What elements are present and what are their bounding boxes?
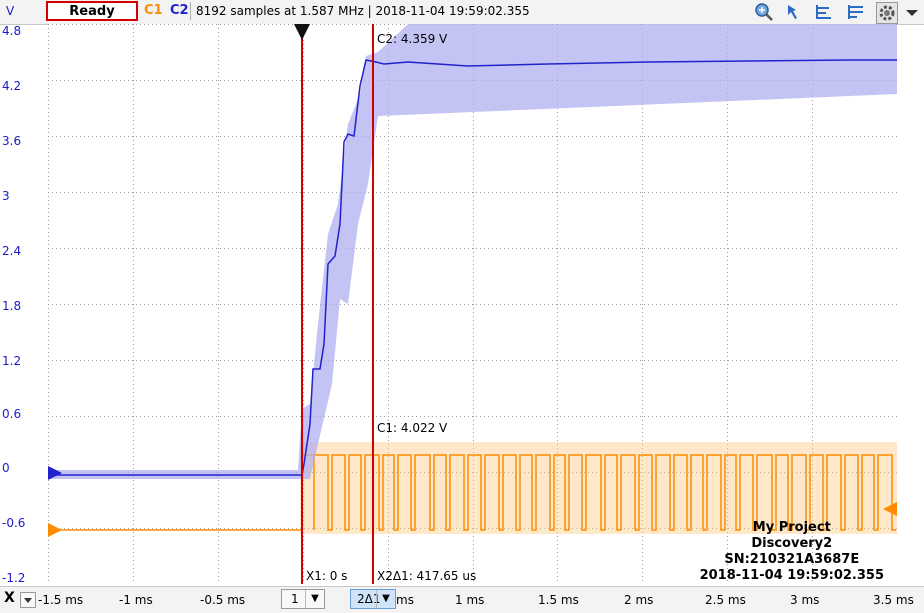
x-axis-bar: X -1.5 ms -1 ms -0.5 ms 1 ▼ 2Δ1 ▼ ms 1 m…	[0, 586, 924, 613]
y-tick-label: -1.2	[2, 571, 26, 585]
y-unit-label: V	[6, 4, 15, 18]
x2-reference-value: 2Δ1	[357, 592, 381, 606]
channel1-offset-marker-icon	[48, 523, 62, 537]
x2-reference-dropdown[interactable]: 2Δ1 ▼	[350, 589, 396, 609]
settings-icon[interactable]	[876, 2, 898, 24]
device-info: My Project Discovery2 SN:210321A3687E 20…	[700, 520, 884, 584]
chevron-down-icon: ▼	[376, 590, 395, 608]
x2-cursor-label: X2Δ1: 417.65 us	[377, 569, 477, 583]
project-name: My Project	[752, 520, 831, 535]
align-right-icon[interactable]	[846, 2, 866, 22]
x-tick-label: 3 ms	[790, 593, 820, 607]
y-tick-label: -0.6	[2, 516, 26, 530]
x-tick-label: 1 ms	[455, 593, 485, 607]
channel2-trace	[48, 59, 897, 476]
channel1-toggle[interactable]: C1	[144, 3, 163, 18]
x-tick-label: 2 ms	[624, 593, 654, 607]
x-axis-menu-button[interactable]	[20, 592, 36, 608]
toolbar-separator	[190, 2, 191, 20]
x-tick-label: -1 ms	[119, 593, 153, 607]
channel1-envelope	[300, 442, 897, 534]
align-left-icon[interactable]	[814, 2, 834, 22]
x-axis-label: X	[4, 590, 15, 606]
channel1-envelope-band	[300, 442, 897, 534]
y-tick-label: 2.4	[2, 244, 22, 258]
x1-cursor-label: X1: 0 s	[306, 569, 348, 583]
y-tick-label: 4.2	[2, 79, 22, 93]
cursor-icon[interactable]	[784, 2, 804, 22]
acquisition-info: 8192 samples at 1.587 MHz | 2018-11-04 1…	[196, 4, 530, 18]
channel1-waveform	[48, 454, 896, 531]
y-tick-label: 4.8	[2, 24, 22, 38]
channel1-trace	[48, 454, 896, 531]
y-tick-label: 3.6	[2, 134, 22, 148]
c1-cursor-readout: C1: 4.022 V	[377, 421, 448, 435]
device-serial: SN:210321A3687E	[724, 552, 860, 567]
x-tick-label: 1.5 ms	[538, 593, 579, 607]
channel2-waveform	[48, 59, 897, 476]
chevron-down-icon[interactable]	[902, 2, 922, 22]
trigger-marker-icon	[294, 24, 310, 40]
x-tick-label: ms	[396, 593, 414, 607]
trigger-level-marker-icon	[883, 502, 897, 516]
y-tick-label: 3	[2, 189, 10, 203]
x-tick-label: 2.5 ms	[705, 593, 746, 607]
chevron-down-icon: ▼	[305, 590, 324, 608]
channel2-envelope-band	[48, 24, 897, 479]
plot-canvas	[48, 24, 898, 585]
x1-reference-value: 1	[291, 592, 299, 606]
zoom-icon[interactable]	[754, 2, 774, 22]
ready-button[interactable]: Ready	[46, 1, 138, 21]
top-toolbar: V Ready C1 C2 8192 samples at 1.587 MHz …	[0, 0, 924, 25]
y-tick-label: 0	[2, 461, 10, 475]
x-tick-label: -0.5 ms	[200, 593, 246, 607]
device-model: Discovery2	[751, 536, 833, 551]
y-tick-label: 1.2	[2, 354, 22, 368]
channel2-offset-marker-icon	[48, 466, 62, 480]
y-tick-label: 0.6	[2, 407, 22, 421]
x-tick-label: 3.5 ms	[873, 593, 914, 607]
y-tick-label: 1.8	[2, 299, 22, 313]
channel2-envelope	[48, 24, 897, 479]
x1-reference-dropdown[interactable]: 1 ▼	[281, 589, 325, 609]
x-tick-label: -1.5 ms	[38, 593, 84, 607]
oscilloscope-plot[interactable]	[48, 24, 898, 585]
channel2-toggle[interactable]: C2	[170, 3, 189, 18]
c2-cursor-readout: C2: 4.359 V	[377, 32, 448, 46]
capture-timestamp: 2018-11-04 19:59:02.355	[699, 568, 884, 583]
